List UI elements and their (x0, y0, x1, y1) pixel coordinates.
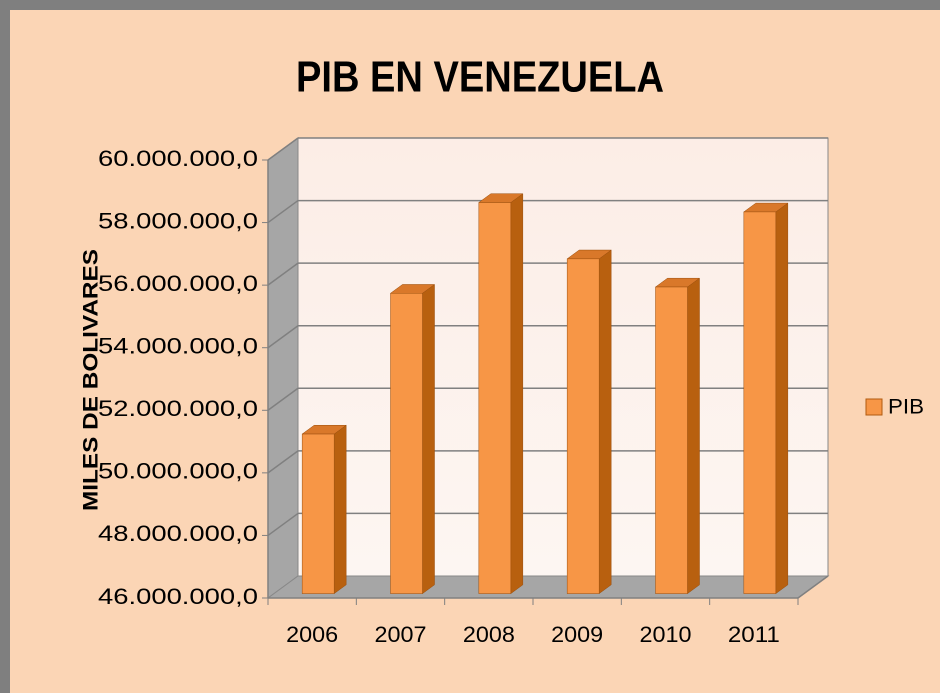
legend-label: PIB (888, 396, 924, 419)
y-tick-label: 58.000.000,0 (98, 208, 258, 233)
grid-line (267, 512, 299, 537)
x-tick-label: 2008 (463, 622, 515, 647)
y-tick-label: 48.000.000,0 (98, 521, 258, 546)
bar (478, 202, 512, 594)
y-tick-label: 54.000.000,0 (98, 334, 258, 359)
side-wall (267, 137, 299, 599)
y-tick-label: 52.000.000,0 (98, 396, 258, 421)
bar-side (687, 277, 700, 595)
x-tick-label: 2011 (728, 622, 780, 647)
chart-title: PIB EN VENEZUELA (296, 53, 664, 102)
x-tick-label: 2006 (286, 622, 338, 647)
y-tick-label: 46.000.000,0 (98, 584, 258, 609)
bar (390, 293, 423, 594)
x-tick-label: 2007 (375, 622, 427, 647)
grid-line (267, 199, 299, 224)
bar (743, 211, 777, 594)
y-tick-label: 60.000.000,0 (98, 146, 258, 171)
y-axis-label: MILES DE BOLIVARES (80, 249, 103, 511)
bar-side (510, 193, 524, 595)
bar-side (598, 249, 612, 595)
grid-line (267, 450, 299, 474)
x-tick-label: 2009 (551, 622, 603, 647)
y-tick-label: 56.000.000,0 (98, 271, 258, 296)
bar (301, 433, 335, 594)
grid-line (267, 387, 299, 411)
bar (566, 258, 600, 594)
bar (655, 286, 688, 594)
x-tick-label: 2010 (640, 622, 692, 647)
bar-side (775, 202, 789, 595)
grid-line (267, 137, 299, 161)
bar-side (422, 283, 435, 595)
y-tick-label: 50.000.000,0 (98, 459, 258, 484)
grid-line (267, 325, 299, 349)
bar-side (333, 424, 347, 595)
floor-edge (797, 575, 829, 599)
grid-line (267, 262, 299, 286)
legend-swatch (865, 398, 883, 416)
